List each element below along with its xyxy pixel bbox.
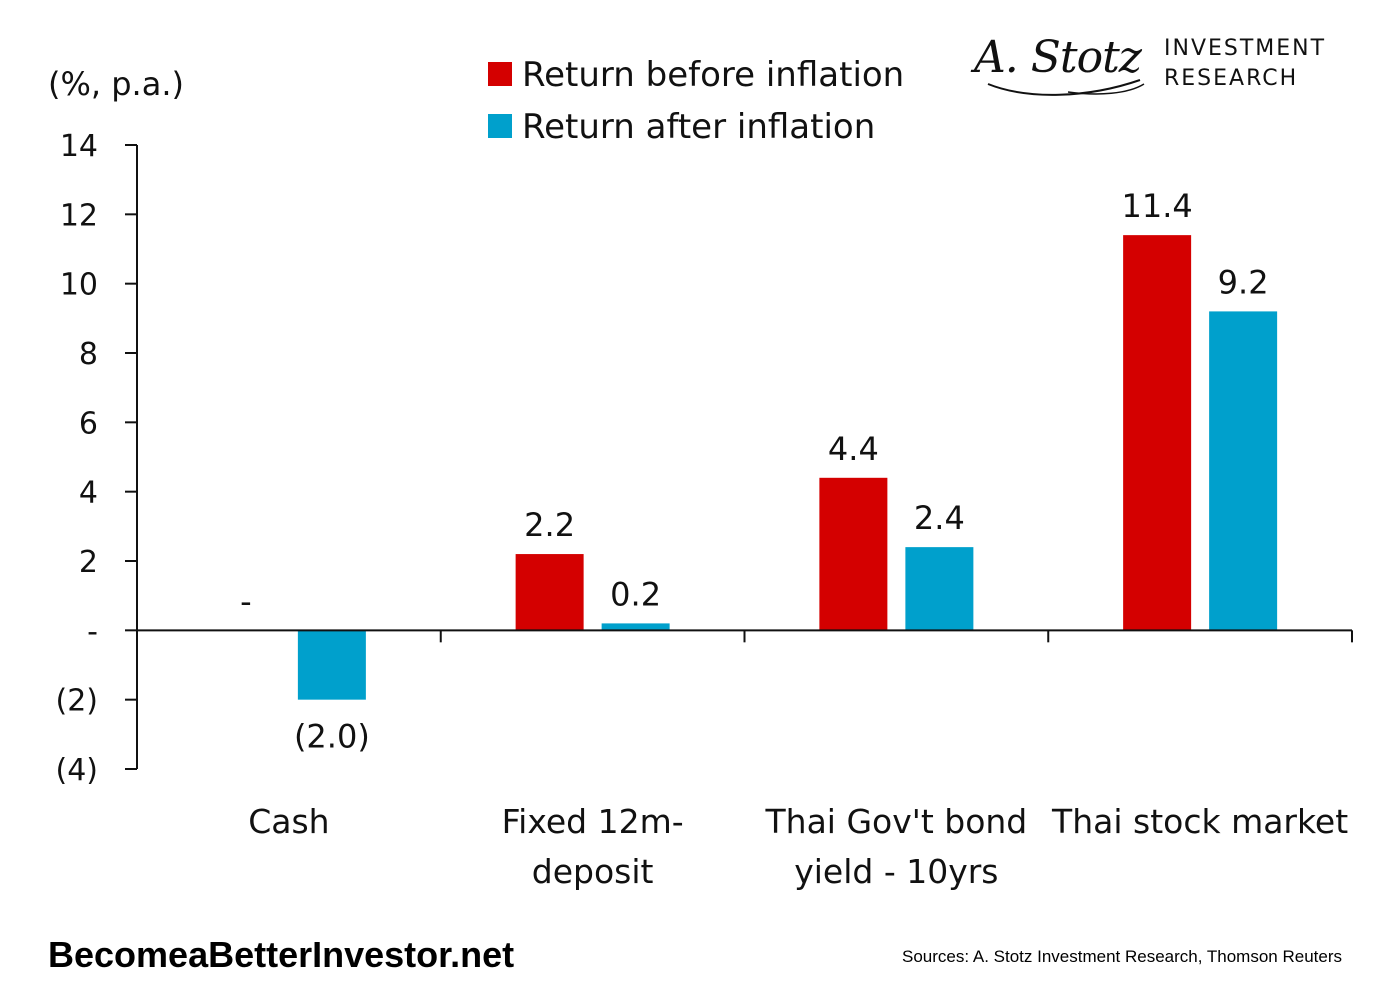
data-label: 9.2 bbox=[1218, 263, 1269, 301]
data-label: 4.4 bbox=[828, 430, 879, 468]
data-label: 2.4 bbox=[914, 499, 965, 537]
data-label: 0.2 bbox=[610, 575, 661, 613]
bar bbox=[905, 547, 974, 631]
x-axis: Cash Fixed 12m-deposit Thai Gov't bond yiel… bbox=[137, 629, 1353, 891]
logo-line-research: RESEARCH bbox=[1164, 66, 1299, 91]
legend-swatch bbox=[488, 114, 512, 138]
bar bbox=[297, 630, 366, 700]
y-tick-label: 6 bbox=[79, 406, 98, 441]
bar bbox=[819, 477, 888, 631]
logo-signature-text: A. Stotz bbox=[974, 32, 1142, 83]
y-tick-label: (2) bbox=[56, 684, 99, 719]
y-tick-label: 4 bbox=[79, 476, 98, 511]
y-tick-label: 10 bbox=[60, 268, 98, 303]
legend: Return before inflation Return after infl… bbox=[488, 55, 904, 147]
x-category-label: Cash bbox=[248, 802, 329, 841]
y-tick-label: 2 bbox=[79, 545, 98, 580]
y-axis: 14 12 10 8 6 4 2 - (2) (4) bbox=[56, 129, 138, 788]
footer-sources: Sources: A. Stotz Investment Research, T… bbox=[902, 947, 1342, 966]
x-category-label: Fixed 12m- bbox=[502, 802, 684, 841]
logo-line-investment: INVESTMENT bbox=[1164, 36, 1327, 61]
company-logo: A. Stotz INVESTMENT RESEARCH bbox=[968, 28, 1368, 100]
legend-label: Return after inflation bbox=[522, 107, 875, 147]
bar bbox=[515, 554, 584, 631]
bar bbox=[601, 623, 670, 631]
bar bbox=[1123, 235, 1192, 631]
footer-website: BecomeaBetterInvestor.net bbox=[48, 934, 515, 975]
data-label: (2.0) bbox=[294, 718, 370, 756]
signature-logo: A. Stotz bbox=[968, 28, 1148, 100]
y-tick-label: 14 bbox=[60, 129, 98, 164]
bar bbox=[1209, 311, 1278, 631]
y-tick-label: 12 bbox=[60, 198, 98, 233]
legend-swatch bbox=[488, 62, 512, 86]
x-category-label: Thai stock market bbox=[1051, 802, 1348, 841]
data-label: 11.4 bbox=[1122, 187, 1193, 225]
bar-chart: (%, p.a.) Return before inflationReturn … bbox=[48, 55, 1353, 891]
x-category-label: Thai Gov't bond bbox=[765, 802, 1028, 841]
y-tick-label: 8 bbox=[79, 337, 98, 372]
y-tick-label: - bbox=[87, 614, 98, 649]
y-axis-unit-label: (%, p.a.) bbox=[48, 65, 184, 103]
x-category-label: deposit bbox=[532, 852, 654, 891]
signature-swash-icon bbox=[987, 79, 1145, 96]
y-tick-label: (4) bbox=[56, 753, 99, 788]
bar-series: - 2.2 4.4 11.4 (2.0) 0.2 2.4 9.2 bbox=[240, 187, 1278, 756]
data-label: - bbox=[240, 582, 252, 620]
legend-label: Return before inflation bbox=[522, 55, 904, 95]
x-category-label: yield - 10yrs bbox=[794, 852, 998, 891]
data-label: 2.2 bbox=[524, 506, 575, 544]
